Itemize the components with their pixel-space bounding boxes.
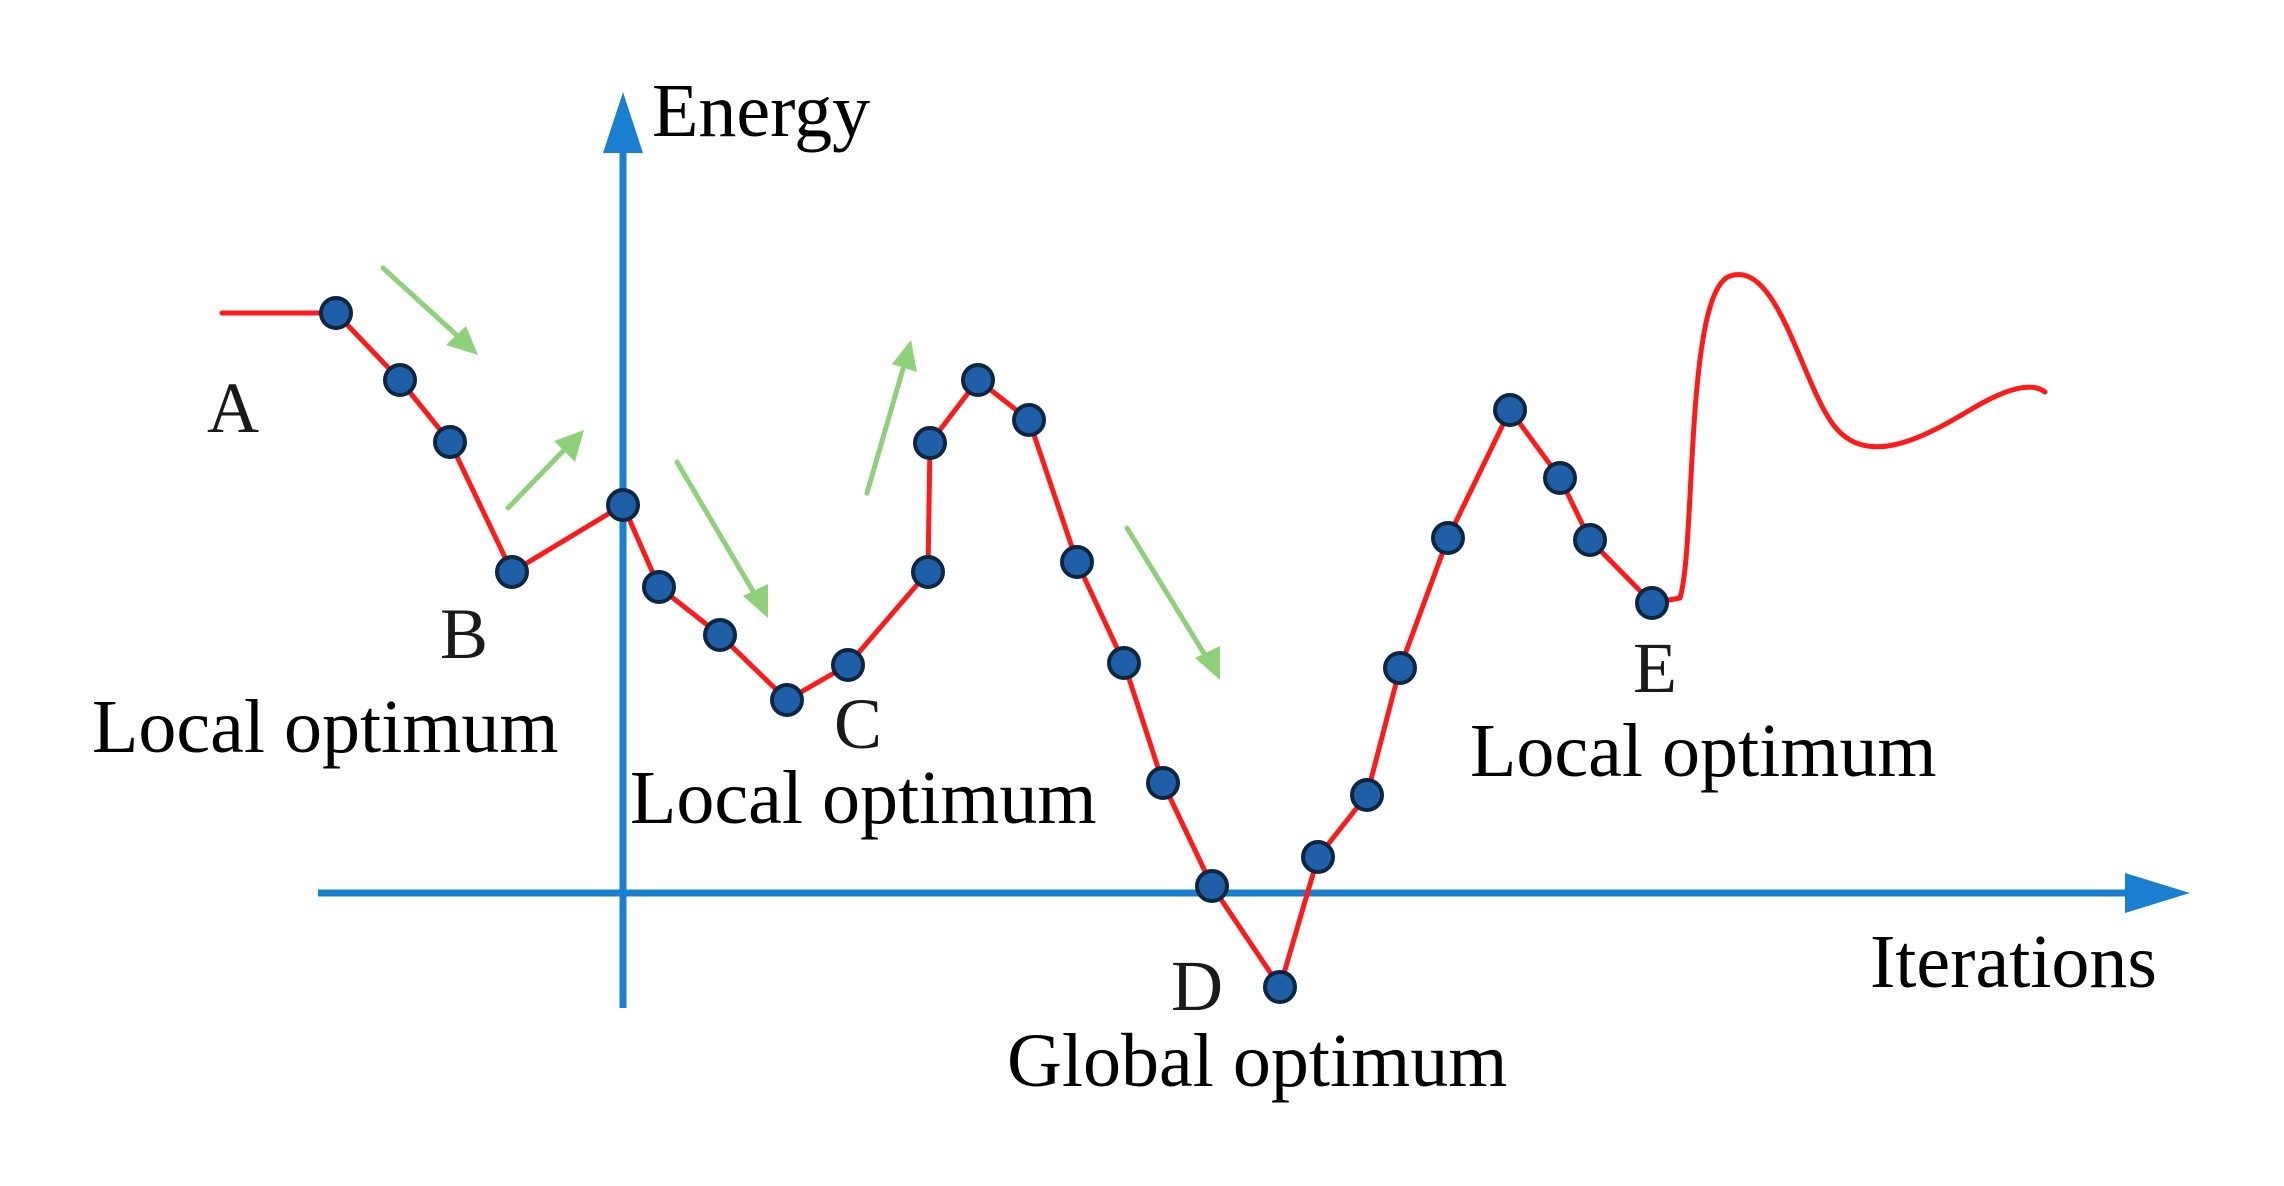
sample-point [1383, 651, 1417, 685]
x-axis-title: Iterations [1870, 920, 2157, 1004]
sample-point [911, 555, 945, 589]
hint-arrow-down [380, 265, 478, 355]
search-direction-arrows [380, 265, 1220, 680]
sample-point [1350, 778, 1384, 812]
sample-point [1493, 393, 1527, 427]
sample-point [1146, 766, 1180, 800]
y-axis-title: Energy [652, 69, 870, 153]
sample-point [319, 296, 353, 330]
hint-arrow-up [505, 430, 584, 511]
local-optimum-label-b: Local optimum [92, 685, 558, 769]
sample-point [831, 648, 865, 682]
sample-point [1107, 646, 1141, 680]
y-axis-arrowhead [603, 92, 643, 153]
point-label-a: A [207, 368, 259, 448]
point-letters: A B C D E [207, 368, 1677, 1026]
sample-point [703, 618, 737, 652]
axes: Energy Iterations [318, 69, 2190, 1008]
sample-point [1060, 545, 1094, 579]
global-optimum-label-d: Global optimum [1007, 1019, 1507, 1103]
hint-arrow-down [1124, 525, 1220, 680]
sample-point [606, 488, 640, 522]
point-label-b: B [440, 594, 488, 674]
energy-curve-path [219, 272, 2048, 990]
sample-point [433, 425, 467, 459]
sample-point [642, 570, 676, 604]
sample-point [1635, 586, 1669, 620]
sample-point [770, 683, 804, 717]
sample-point [383, 363, 417, 397]
hint-arrow-down [674, 459, 768, 618]
optimum-labels: Local optimum Local optimum Global optim… [92, 685, 1936, 1103]
sample-point [1573, 523, 1607, 557]
sample-point [1431, 521, 1465, 555]
sample-point [1012, 403, 1046, 437]
local-optimum-label-c: Local optimum [630, 756, 1096, 840]
x-axis-arrowhead [2125, 873, 2190, 913]
sample-point [961, 363, 995, 397]
sample-points [319, 296, 1669, 1004]
point-label-e: E [1633, 628, 1677, 708]
sample-point [913, 426, 947, 460]
sample-point [1263, 970, 1297, 1004]
energy-curve [219, 272, 2048, 990]
sample-point [1301, 840, 1335, 874]
sample-point [1543, 461, 1577, 495]
sample-point [1195, 869, 1229, 903]
point-label-d: D [1171, 946, 1223, 1026]
point-label-c: C [834, 684, 882, 764]
hint-arrow-up [864, 340, 917, 496]
local-optimum-label-e: Local optimum [1470, 709, 1936, 793]
sample-point [495, 555, 529, 589]
